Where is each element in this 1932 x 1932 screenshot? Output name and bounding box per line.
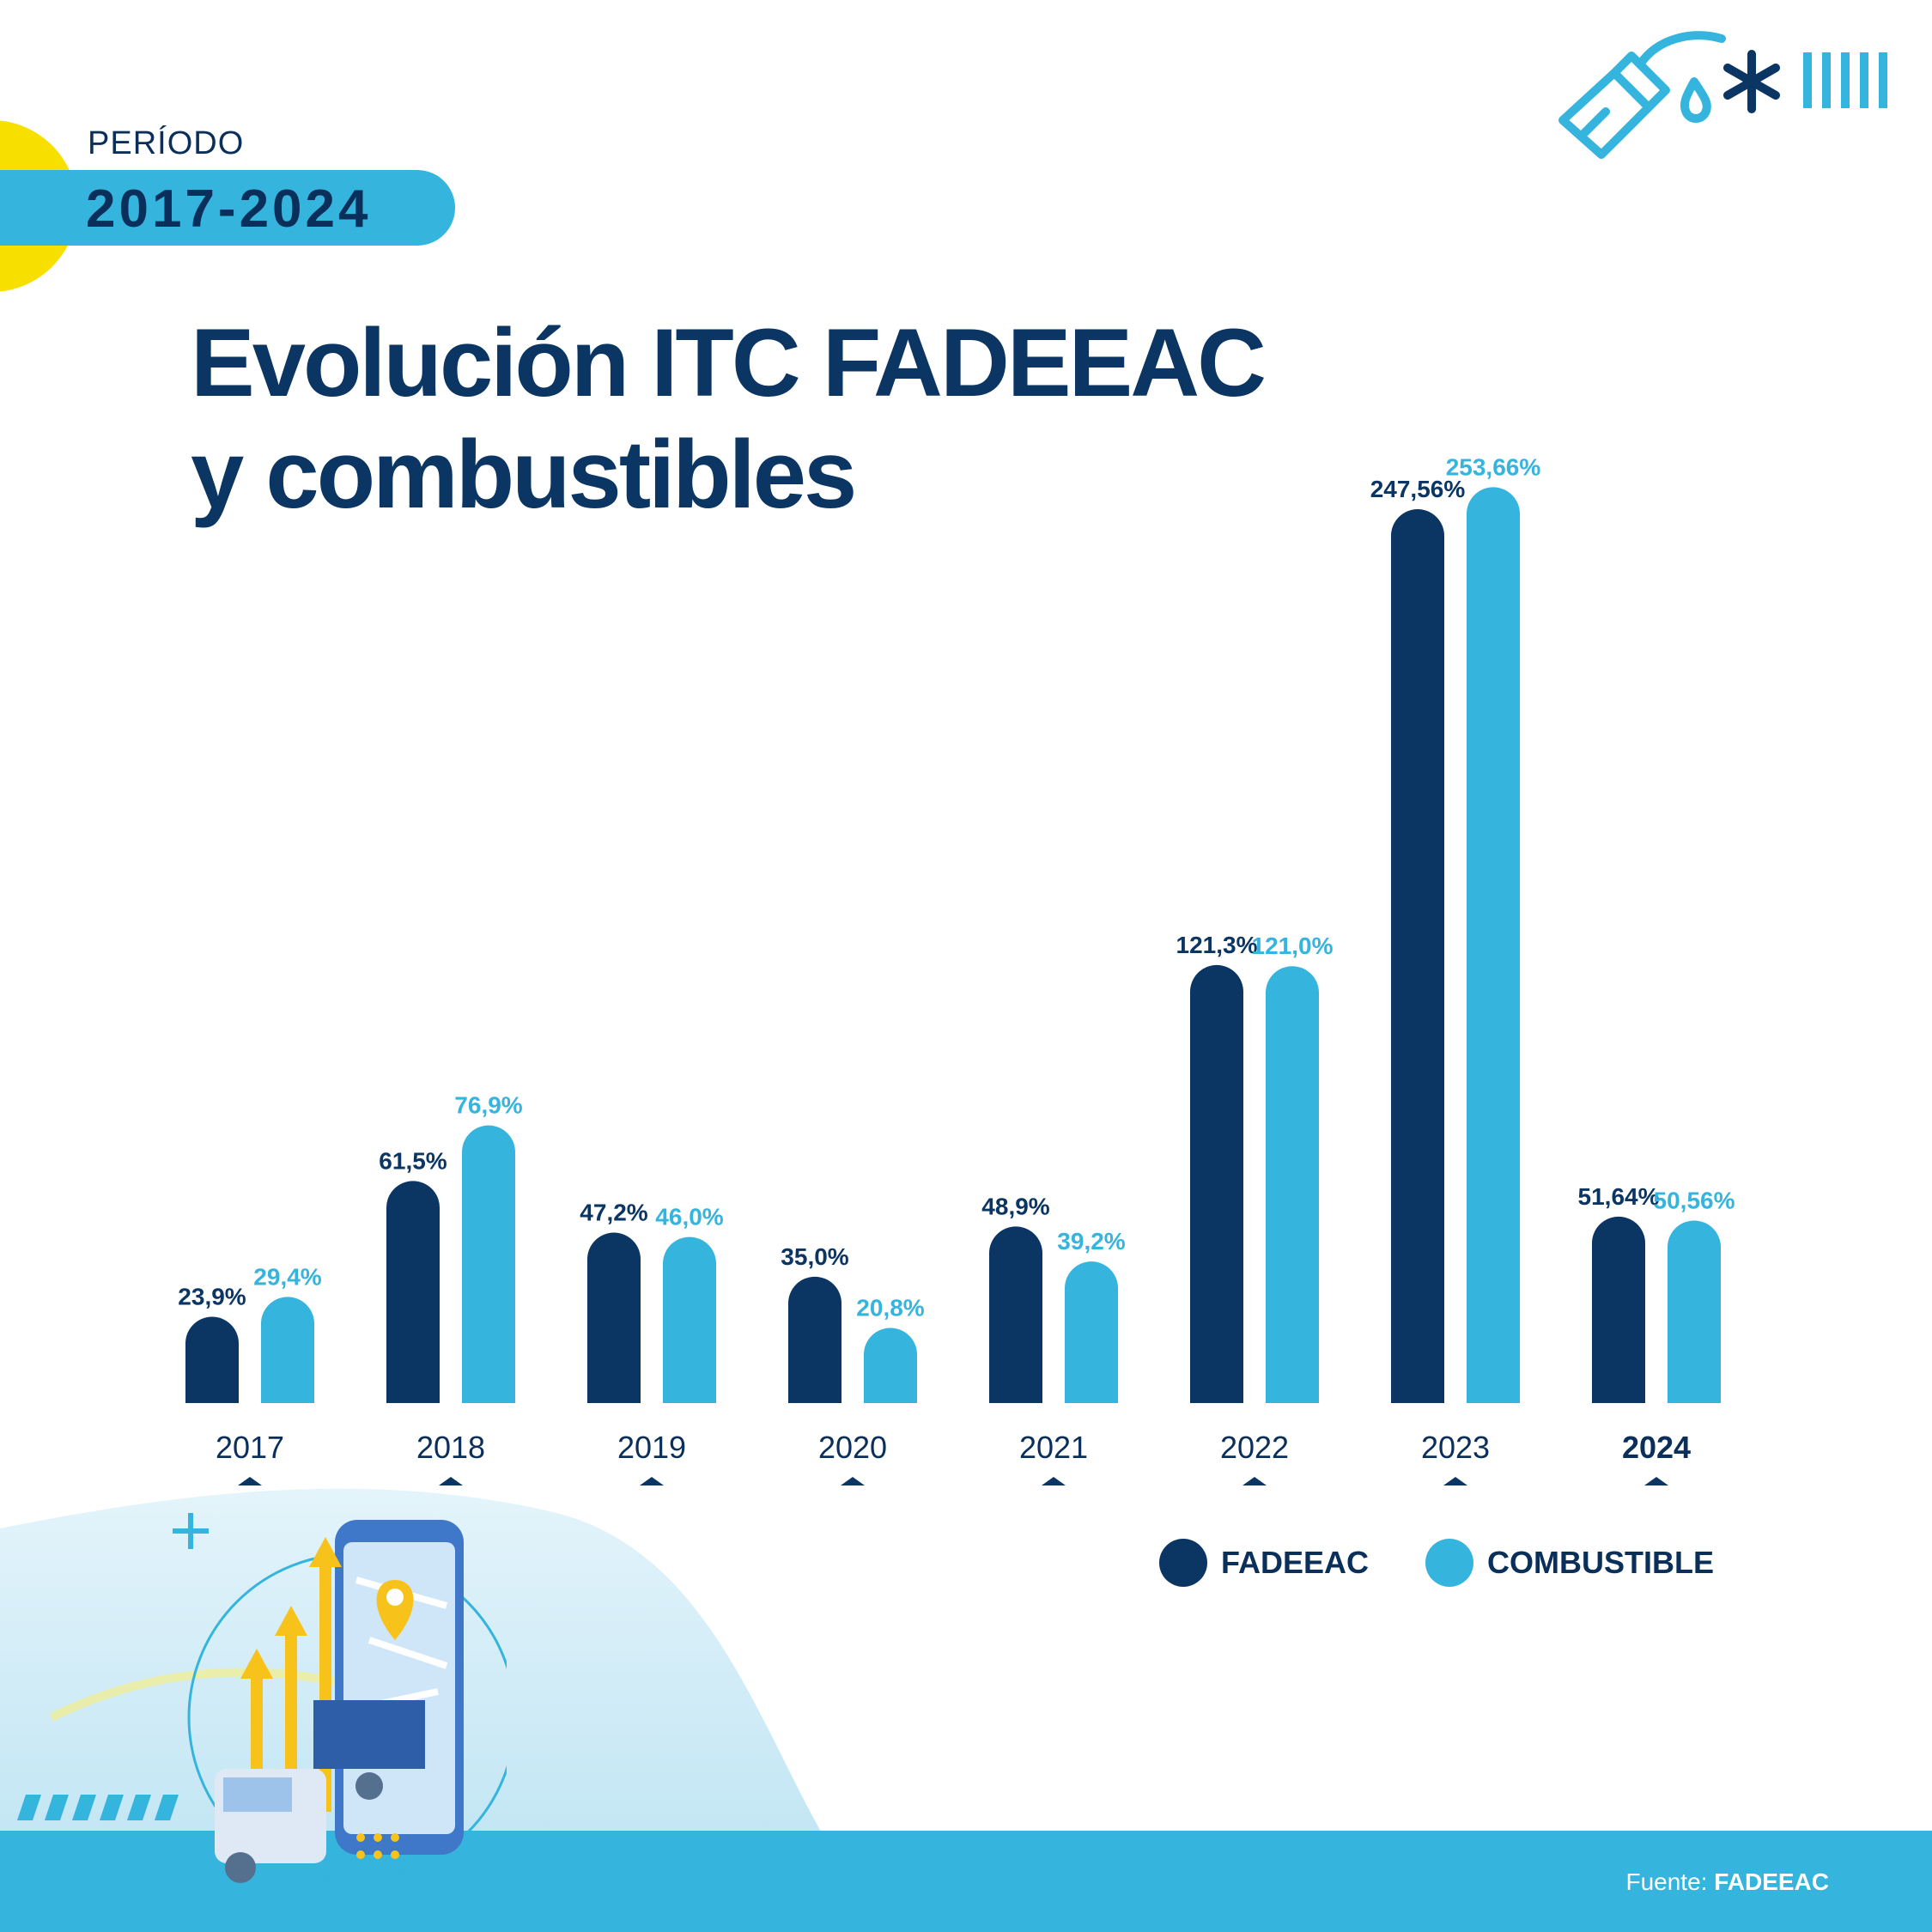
tick-label-2019: 2019 (617, 1430, 686, 1465)
tick-marker-2020 (841, 1477, 865, 1485)
tick-label-2018: 2018 (416, 1430, 485, 1465)
bar-combustible-2017 (261, 1297, 314, 1403)
tick-marker-2019 (640, 1477, 664, 1485)
period-value: 2017-2024 (86, 179, 372, 239)
title-line-2: y combustibles (191, 421, 857, 528)
bar-fadeeac-2020 (788, 1276, 841, 1403)
data-label-combustible-2018: 76,9% (454, 1092, 522, 1119)
legend-swatch-combustible (1425, 1539, 1473, 1587)
tick-marker-2024 (1644, 1477, 1668, 1485)
bar-fadeeac-2021 (989, 1226, 1042, 1403)
fuel-nozzle-icon (1558, 31, 1887, 159)
legend-swatch-fadeeac (1159, 1539, 1207, 1587)
period-label: PERÍODO (88, 125, 245, 161)
legend-label-fadeeac: FADEEAC (1221, 1545, 1370, 1580)
tick-label-2023: 2023 (1421, 1430, 1490, 1465)
bar-fadeeac-2022 (1189, 964, 1243, 1403)
tick-label-2022: 2022 (1220, 1430, 1289, 1465)
bar-fadeeac-2017 (185, 1316, 239, 1403)
tick-label-2021: 2021 (1019, 1430, 1088, 1465)
data-label-fadeeac-2019: 47,2% (580, 1200, 647, 1226)
data-label-fadeeac-2017: 23,9% (178, 1284, 246, 1310)
asterisk-icon (1723, 50, 1780, 113)
source-value: FADEEAC (1714, 1868, 1829, 1895)
tick-label-2017: 2017 (216, 1430, 284, 1465)
tick-marker-2021 (1042, 1477, 1066, 1485)
bar-combustible-2018 (462, 1125, 515, 1403)
data-label-fadeeac-2022: 121,3% (1176, 932, 1258, 958)
data-label-combustible-2020: 20,8% (856, 1295, 924, 1321)
tick-label-2024: 2024 (1622, 1430, 1691, 1465)
data-label-combustible-2019: 46,0% (655, 1204, 723, 1230)
source-prefix: Fuente: (1625, 1868, 1708, 1895)
bar-combustible-2022 (1266, 966, 1319, 1403)
bar-fadeeac-2024 (1592, 1216, 1645, 1403)
bar-fadeeac-2019 (587, 1232, 641, 1403)
bar-combustible-2024 (1668, 1220, 1721, 1403)
chart-title: Evolución ITC FADEEAC y combustibles (191, 307, 1267, 531)
data-label-combustible-2017: 29,4% (253, 1263, 321, 1290)
stripes-icon (1803, 52, 1887, 108)
bar-fadeeac-2023 (1391, 509, 1444, 1403)
tick-marker-2017 (238, 1477, 262, 1485)
legend-label-combustible: COMBUSTIBLE (1487, 1545, 1714, 1580)
bar-combustible-2023 (1467, 487, 1520, 1403)
legend-item-combustible: COMBUSTIBLE (1425, 1539, 1714, 1587)
tick-marker-2022 (1242, 1477, 1267, 1485)
tick-label-2020: 2020 (818, 1430, 887, 1465)
data-label-combustible-2023: 253,66% (1446, 453, 1541, 480)
data-label-fadeeac-2018: 61,5% (379, 1147, 447, 1174)
tick-marker-2023 (1443, 1477, 1467, 1485)
data-label-fadeeac-2021: 48,9% (981, 1193, 1049, 1219)
data-label-combustible-2024: 50,56% (1654, 1187, 1735, 1213)
bar-combustible-2019 (663, 1236, 716, 1403)
data-label-combustible-2021: 39,2% (1057, 1228, 1125, 1255)
title-line-1: Evolución ITC FADEEAC (191, 309, 1267, 416)
bar-combustible-2021 (1065, 1261, 1118, 1403)
bar-fadeeac-2018 (386, 1181, 440, 1403)
period-pill (0, 170, 455, 246)
data-label-combustible-2022: 121,0% (1252, 933, 1334, 959)
source-note: Fuente: FADEEAC (1625, 1868, 1829, 1896)
tick-marker-2018 (439, 1477, 463, 1485)
legend-item-fadeeac: FADEEAC (1159, 1539, 1369, 1587)
bar-combustible-2020 (864, 1327, 917, 1403)
truck-phone-illustration (187, 1520, 507, 1883)
data-label-fadeeac-2023: 247,56% (1370, 476, 1466, 502)
data-label-fadeeac-2024: 51,64% (1578, 1183, 1660, 1210)
data-label-fadeeac-2020: 35,0% (781, 1243, 848, 1270)
